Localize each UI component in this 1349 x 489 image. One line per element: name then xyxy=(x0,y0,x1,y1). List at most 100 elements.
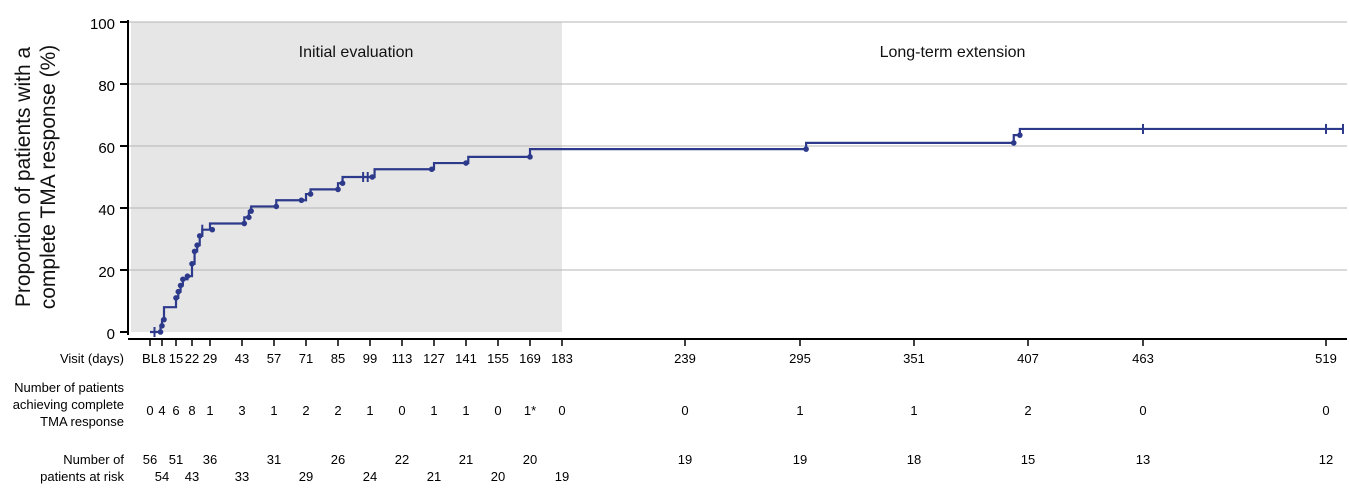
response-count: 0 xyxy=(558,403,565,418)
response-count: 2 xyxy=(302,403,309,418)
response-count: 1 xyxy=(366,403,373,418)
risk-count: 33 xyxy=(235,469,249,484)
x-tick-label: 113 xyxy=(392,351,413,366)
response-count: 2 xyxy=(334,403,341,418)
x-tick-label: 99 xyxy=(363,351,377,366)
response-count: 1 xyxy=(910,403,917,418)
event-point xyxy=(428,166,435,173)
x-tick-label: 8 xyxy=(158,351,165,366)
risk-row-label: Number of xyxy=(63,452,124,467)
y-tick-label: 80 xyxy=(98,78,115,95)
event-point xyxy=(369,174,376,180)
response-row-label: achieving complete xyxy=(13,397,124,412)
event-point xyxy=(463,160,469,166)
event-point xyxy=(246,214,252,221)
x-tick-label: 71 xyxy=(299,351,313,366)
event-point xyxy=(335,186,341,193)
risk-count: 31 xyxy=(267,452,281,467)
event-point xyxy=(161,316,167,323)
response-count: 1 xyxy=(270,403,277,418)
x-tick-label: 43 xyxy=(235,351,249,366)
x-tick-label: 85 xyxy=(331,351,345,366)
response-row-label: Number of patients xyxy=(14,380,124,395)
response-count: 1 xyxy=(462,403,469,418)
risk-count: 15 xyxy=(1021,452,1035,467)
risk-count: 19 xyxy=(678,452,692,467)
response-count: 1 xyxy=(430,403,437,418)
response-count: 1* xyxy=(524,403,536,418)
response-count: 0 xyxy=(398,403,405,418)
risk-count: 21 xyxy=(427,469,441,484)
risk-count: 51 xyxy=(169,452,183,467)
risk-count: 20 xyxy=(491,469,505,484)
risk-count: 43 xyxy=(185,469,199,484)
event-point xyxy=(1010,140,1017,146)
risk-count: 18 xyxy=(907,452,921,467)
event-point xyxy=(180,276,186,283)
x-tick-label: 169 xyxy=(519,351,541,366)
x-tick-label: 29 xyxy=(203,351,217,366)
x-tick-label: 295 xyxy=(789,351,811,366)
event-point xyxy=(273,203,280,210)
risk-count: 20 xyxy=(523,452,537,467)
response-count: 0 xyxy=(681,403,688,418)
event-point xyxy=(803,146,809,152)
event-point xyxy=(307,191,314,197)
y-tick-label: 100 xyxy=(90,16,115,33)
risk-count: 13 xyxy=(1136,452,1150,467)
risk-count: 26 xyxy=(331,452,345,467)
event-point xyxy=(527,154,533,160)
response-count: 6 xyxy=(172,403,179,418)
event-point xyxy=(189,261,195,267)
event-point xyxy=(194,242,200,248)
y-axis-title-line-1: Proportion of patients with a xyxy=(12,47,35,308)
response-count: 2 xyxy=(1024,403,1031,418)
response-count: 0 xyxy=(494,403,501,418)
risk-count: 56 xyxy=(143,452,157,467)
event-point xyxy=(177,282,184,289)
event-point xyxy=(191,248,198,255)
event-point xyxy=(209,226,216,233)
y-axis-title-line-2: complete TMA response (%) xyxy=(37,45,60,310)
risk-count: 29 xyxy=(299,469,313,484)
risk-count: 36 xyxy=(203,452,217,467)
x-tick-label: 407 xyxy=(1017,351,1039,366)
risk-count: 22 xyxy=(395,452,409,467)
event-point xyxy=(157,329,164,335)
risk-count: 24 xyxy=(363,469,377,484)
event-point xyxy=(248,208,254,214)
x-tick-label: 155 xyxy=(487,351,509,366)
risk-row-label: patients at risk xyxy=(40,469,124,484)
response-count: 1 xyxy=(796,403,803,418)
response-count: 3 xyxy=(238,403,245,418)
x-tick-label: 183 xyxy=(551,351,573,366)
event-point xyxy=(159,323,165,329)
response-row-label: TMA response xyxy=(40,414,124,429)
response-count: 0 xyxy=(146,403,153,418)
event-point xyxy=(298,197,305,204)
x-row-label: Visit (days) xyxy=(60,351,124,366)
x-tick-label: 22 xyxy=(185,351,199,366)
region-label: Long-term extension xyxy=(880,44,1026,61)
risk-count: 54 xyxy=(155,469,169,484)
event-point xyxy=(175,288,182,295)
x-tick-label: 141 xyxy=(455,351,477,366)
event-point xyxy=(173,295,179,301)
risk-count: 19 xyxy=(555,469,569,484)
x-tick-label: 351 xyxy=(903,351,925,366)
region-label: Initial evaluation xyxy=(299,44,414,61)
x-tick-label: BL xyxy=(142,351,158,366)
y-tick-label: 60 xyxy=(98,140,115,157)
x-tick-label: 519 xyxy=(1315,351,1337,366)
risk-count: 19 xyxy=(793,452,807,467)
event-point xyxy=(196,233,203,239)
response-count: 0 xyxy=(1322,403,1329,418)
event-point xyxy=(184,273,191,280)
x-tick-label: 127 xyxy=(423,351,445,366)
response-count: 1 xyxy=(206,403,213,418)
response-count: 4 xyxy=(158,403,165,418)
y-tick-label: 0 xyxy=(107,326,115,343)
response-count: 0 xyxy=(1139,403,1146,418)
event-point xyxy=(1017,132,1023,138)
